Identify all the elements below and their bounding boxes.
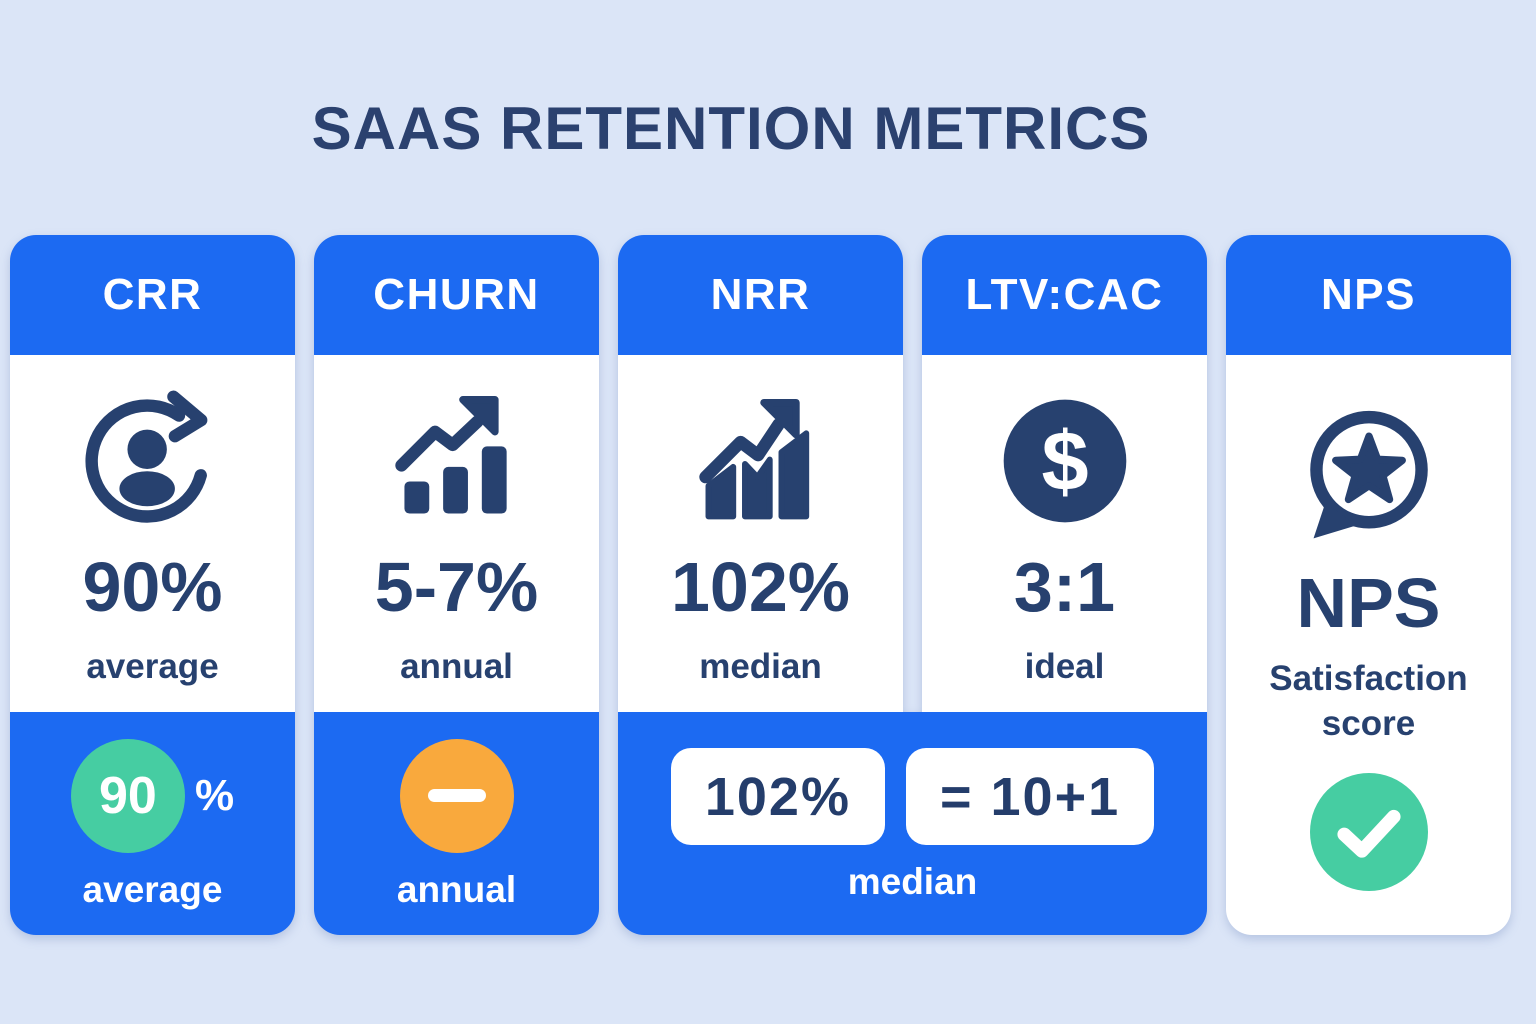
card-nrr-body: 102% median bbox=[618, 355, 903, 712]
card-crr-footer: 90 % average bbox=[10, 712, 295, 935]
bar-chart-growth-icon bbox=[394, 395, 507, 514]
crr-badge-suffix: % bbox=[194, 770, 235, 820]
card-churn-body: 5-7% annual bbox=[314, 355, 599, 712]
percent-circle-badge: 90 bbox=[70, 738, 185, 853]
trending-bars-icon bbox=[698, 398, 809, 520]
card-churn-label: annual bbox=[400, 646, 513, 686]
card-ltv-cac-label: ideal bbox=[1024, 646, 1105, 686]
dollar-circle-icon: $ bbox=[1003, 399, 1126, 523]
card-churn-icon-box bbox=[384, 378, 530, 544]
crr-badge-row: 90 % bbox=[70, 738, 235, 853]
card-nps-icon-box bbox=[1296, 394, 1442, 560]
cards-row: CRR 90% average 90 bbox=[10, 235, 1511, 935]
card-churn-value: 5-7% bbox=[374, 547, 539, 626]
crr-footer-label: average bbox=[82, 868, 223, 910]
card-nps-header: NPS bbox=[1226, 235, 1511, 355]
card-nrr-label: median bbox=[699, 646, 822, 686]
dollar-glyph: $ bbox=[1041, 413, 1088, 508]
shared-footer-label: median bbox=[847, 861, 978, 902]
card-crr: CRR 90% average 90 bbox=[10, 235, 295, 935]
nrr-ltvcac-group: NRR 102% median bbox=[618, 235, 1207, 935]
card-crr-value: 90% bbox=[82, 547, 223, 626]
card-ltv-cac-header: LTV:CAC bbox=[922, 235, 1207, 355]
footer-chips: 102% = 10+1 bbox=[670, 748, 1155, 845]
card-crr-icon-box bbox=[80, 378, 226, 544]
card-crr-body: 90% average bbox=[10, 355, 295, 712]
card-churn-footer: annual bbox=[314, 712, 599, 935]
check-circle-badge bbox=[1309, 772, 1428, 891]
churn-badge-row bbox=[399, 738, 514, 853]
card-nrr-value: 102% bbox=[670, 547, 851, 626]
nrr-value-chip: 102% bbox=[670, 748, 885, 845]
card-crr-header: CRR bbox=[10, 235, 295, 355]
card-nrr-icon-box bbox=[688, 378, 834, 544]
churn-footer-label: annual bbox=[396, 868, 517, 910]
card-ltv-cac-icon-box: $ bbox=[992, 378, 1138, 544]
card-churn: CHURN 5-7% annual bbox=[314, 235, 599, 935]
card-nps: NPS NPS Satisfaction score bbox=[1226, 235, 1511, 935]
card-ltv-cac: LTV:CAC $ 3:1 ideal bbox=[922, 235, 1207, 712]
card-nrr-header: NRR bbox=[618, 235, 903, 355]
nrr-formula-chip: = 10+1 bbox=[905, 748, 1155, 845]
minus-icon bbox=[427, 789, 486, 802]
card-nps-label: Satisfaction score bbox=[1269, 658, 1468, 744]
nrr-shared-footer: 102% = 10+1 median bbox=[618, 712, 1207, 935]
nrr-ltvcac-tops: NRR 102% median bbox=[618, 235, 1207, 712]
customer-retention-icon bbox=[84, 390, 207, 523]
crr-badge-number: 90 bbox=[99, 766, 157, 825]
page-title: SAAS RETENTION METRICS bbox=[311, 95, 1151, 162]
card-churn-header: CHURN bbox=[314, 235, 599, 355]
minus-circle-badge bbox=[399, 738, 514, 853]
card-ltv-cac-value: 3:1 bbox=[1013, 547, 1116, 626]
card-ltv-cac-body: $ 3:1 ideal bbox=[922, 355, 1207, 712]
card-nps-value: NPS bbox=[1296, 563, 1441, 642]
card-nps-body: NPS Satisfaction score bbox=[1226, 355, 1511, 935]
card-nrr: NRR 102% median bbox=[618, 235, 903, 712]
card-crr-label: average bbox=[86, 646, 219, 686]
star-speech-bubble-icon bbox=[1309, 410, 1428, 538]
